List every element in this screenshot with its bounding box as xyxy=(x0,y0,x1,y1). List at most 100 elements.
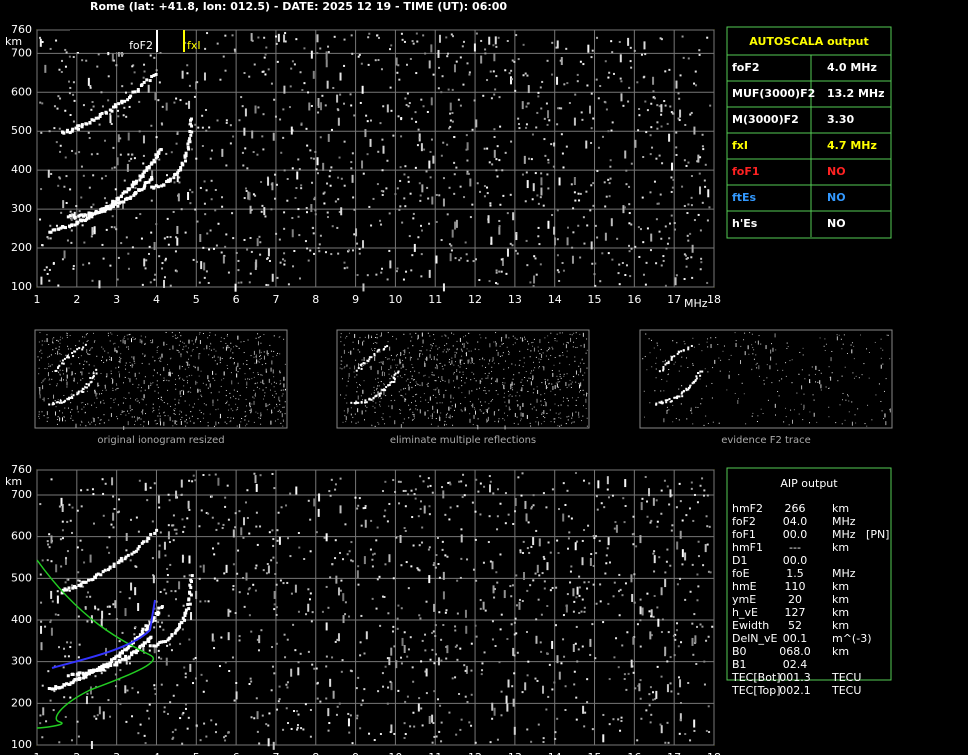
noise-dot xyxy=(357,408,359,413)
noise-dot xyxy=(472,568,475,571)
noise-dot xyxy=(607,496,610,499)
noise-dot xyxy=(453,136,456,139)
noise-dot xyxy=(376,183,379,186)
noise-dot xyxy=(388,405,390,407)
noise-dot xyxy=(412,680,415,683)
noise-dot xyxy=(575,696,578,699)
noise-dot xyxy=(183,666,186,669)
noise-dot xyxy=(123,397,125,399)
noise-dot xyxy=(502,343,504,345)
noise-dot xyxy=(208,354,210,356)
noise-dot xyxy=(59,374,61,376)
noise-dot xyxy=(327,133,330,142)
noise-dot xyxy=(246,405,248,407)
noise-dot xyxy=(547,110,550,119)
noise-dot xyxy=(610,218,613,227)
noise-dot xyxy=(467,359,469,364)
noise-dot xyxy=(473,378,475,380)
noise-dot xyxy=(226,364,228,366)
noise-dot xyxy=(377,59,380,62)
noise-dot xyxy=(340,670,343,673)
noise-dot xyxy=(375,402,377,404)
trace-dot xyxy=(80,123,84,127)
noise-dot xyxy=(566,387,568,389)
noise-dot xyxy=(112,512,115,521)
noise-dot xyxy=(617,666,620,669)
noise-dot xyxy=(202,690,205,693)
noise-dot xyxy=(656,520,659,523)
noise-dot xyxy=(377,421,379,423)
noise-dot xyxy=(150,342,152,344)
noise-dot xyxy=(207,387,209,389)
noise-dot xyxy=(432,564,435,567)
noise-dot xyxy=(535,421,537,423)
noise-dot xyxy=(210,719,213,722)
noise-dot xyxy=(432,342,434,344)
noise-dot xyxy=(703,683,706,686)
noise-dot xyxy=(631,593,634,602)
noise-dot xyxy=(357,583,360,586)
noise-dot xyxy=(258,361,260,363)
noise-dot xyxy=(138,418,140,420)
noise-dot xyxy=(443,349,445,351)
noise-dot xyxy=(435,388,437,390)
noise-dot xyxy=(284,389,286,391)
noise-dot xyxy=(416,409,418,411)
noise-dot xyxy=(182,378,184,380)
trace-dot xyxy=(98,115,102,119)
noise-dot xyxy=(509,408,511,410)
noise-dot xyxy=(660,237,663,240)
x-tick-label: 12 xyxy=(468,751,482,755)
noise-dot xyxy=(81,408,83,410)
noise-dot xyxy=(174,250,177,253)
noise-dot xyxy=(196,81,199,84)
noise-dot xyxy=(472,260,475,263)
noise-dot xyxy=(544,398,546,400)
noise-dot xyxy=(531,342,533,344)
noise-dot xyxy=(529,356,531,358)
trace-dot xyxy=(72,679,76,683)
noise-dot xyxy=(456,369,458,371)
noise-dot xyxy=(389,416,391,418)
noise-dot xyxy=(329,678,332,687)
noise-dot xyxy=(471,501,474,504)
noise-dot xyxy=(566,397,568,399)
trace-dot xyxy=(145,168,149,172)
noise-dot xyxy=(389,48,392,51)
x-tick-label: 8 xyxy=(312,751,319,755)
noise-dot xyxy=(367,63,370,66)
noise-dot xyxy=(542,555,545,558)
noise-dot xyxy=(172,425,174,427)
aip-title: AIP output xyxy=(780,477,838,490)
noise-dot xyxy=(442,591,445,600)
noise-dot xyxy=(571,417,573,419)
trace-dot xyxy=(130,642,134,646)
noise-dot xyxy=(559,381,561,383)
noise-dot xyxy=(642,241,645,244)
noise-dot xyxy=(510,78,513,81)
noise-dot xyxy=(48,268,51,271)
noise-dot xyxy=(489,204,492,207)
noise-dot xyxy=(687,681,690,684)
noise-dot xyxy=(94,675,97,678)
noise-dot xyxy=(101,177,104,180)
noise-dot xyxy=(144,482,147,491)
noise-dot xyxy=(578,416,580,418)
noise-dot xyxy=(519,406,521,411)
noise-dot xyxy=(479,409,481,411)
noise-dot xyxy=(259,356,261,358)
noise-dot xyxy=(69,696,72,699)
noise-dot xyxy=(404,97,407,100)
noise-dot xyxy=(248,192,251,201)
noise-dot xyxy=(84,606,87,609)
noise-dot xyxy=(375,337,377,339)
noise-dot xyxy=(477,418,479,420)
noise-dot xyxy=(346,266,349,269)
noise-dot xyxy=(521,387,523,392)
noise-dot xyxy=(390,44,393,47)
noise-dot xyxy=(440,638,443,641)
noise-dot xyxy=(188,390,190,392)
noise-dot xyxy=(351,52,354,55)
trace-dot xyxy=(117,102,121,106)
noise-dot xyxy=(69,411,71,413)
